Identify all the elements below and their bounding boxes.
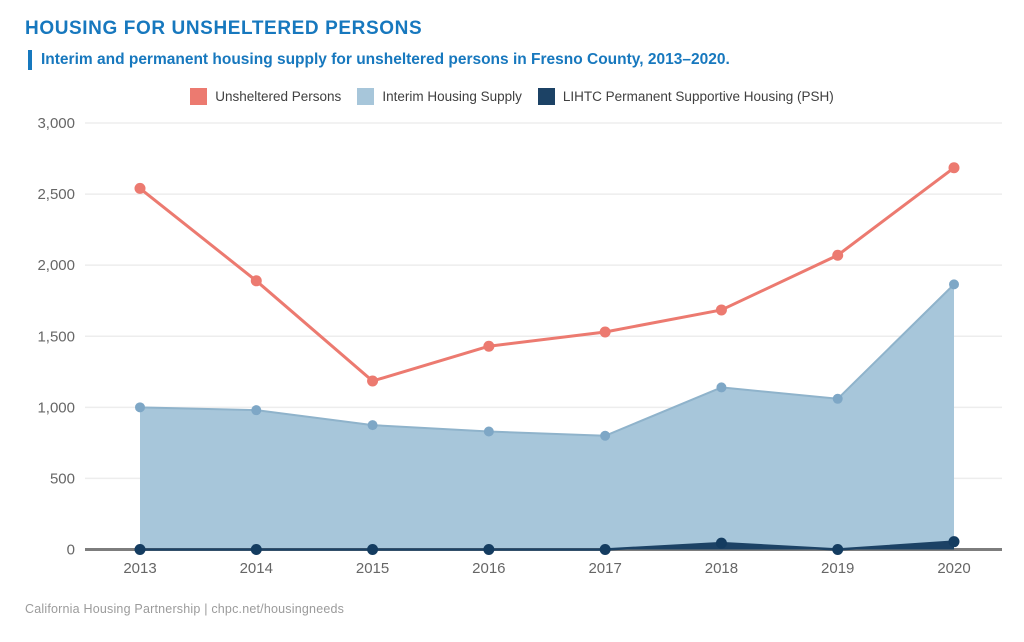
x-tick-label: 2020: [937, 560, 970, 577]
unsheltered-persons-marker: [250, 275, 262, 287]
lihtc-permanent-supportive-housing-psh-marker: [599, 544, 611, 555]
unsheltered-persons-marker: [599, 326, 611, 338]
unsheltered-persons-marker: [948, 162, 960, 174]
interim-housing-supply-marker: [367, 420, 378, 431]
legend-label: Unsheltered Persons: [215, 89, 342, 104]
y-tick-label: 1,000: [37, 399, 75, 416]
lihtc-permanent-supportive-housing-psh-marker: [948, 536, 960, 548]
interim-housing-supply-marker: [949, 279, 959, 290]
interim-housing-supply-marker: [832, 393, 843, 404]
unsheltered-persons-marker: [367, 375, 379, 387]
lihtc-permanent-supportive-housing-psh-marker: [250, 544, 262, 555]
x-tick-label: 2018: [705, 560, 738, 577]
interim-housing-supply-marker: [483, 426, 494, 437]
y-tick-label: 3,000: [37, 115, 75, 132]
lihtc-permanent-supportive-housing-psh-area: [140, 541, 954, 550]
unsheltered-persons-marker: [715, 304, 727, 316]
unsheltered-persons-marker: [483, 340, 495, 352]
y-tick-label: 1,500: [37, 328, 75, 345]
y-tick-label: 500: [50, 470, 75, 487]
page-title: HOUSING FOR UNSHELTERED PERSONS: [25, 18, 423, 39]
y-tick-label: 2,500: [37, 186, 75, 203]
legend-label: Interim Housing Supply: [382, 89, 522, 104]
lihtc-permanent-supportive-housing-psh-marker: [832, 544, 844, 555]
legend-item-unsheltered: Unsheltered Persons: [190, 88, 341, 105]
legend-label: LIHTC Permanent Supportive Housing (PSH): [562, 89, 834, 104]
unsheltered-persons-marker: [832, 249, 844, 261]
housing-chart: 0 500 1,000 1,500 2,000 2,500 3,000 2013 2014 201…: [0, 113, 1024, 588]
interim-housing-supply-marker: [600, 430, 611, 441]
interim-housing-supply-area: [140, 284, 954, 550]
unsheltered-persons-line: [138, 166, 956, 383]
y-tick-label: 2,000: [37, 257, 75, 274]
interim-housing-supply-line: [139, 283, 955, 437]
interim-housing-supply-marker: [135, 402, 145, 413]
legend-item-psh: LIHTC Permanent Supportive Housing (PSH): [537, 88, 834, 105]
x-tick-label: 2019: [821, 560, 854, 577]
psh-swatch-icon: [537, 88, 555, 105]
lihtc-permanent-supportive-housing-psh-marker: [134, 544, 146, 555]
x-tick-label: 2014: [240, 560, 273, 577]
unsheltered-swatch-icon: [190, 88, 208, 105]
footer-credit: California Housing Partnership | chpc.ne…: [25, 602, 345, 616]
unsheltered-persons-marker: [134, 182, 146, 194]
x-tick-label: 2017: [588, 560, 621, 577]
housing-chart-svg: 0 500 1,000 1,500 2,000 2,500 3,000 2013 2014 201…: [37, 115, 1002, 577]
x-tick-label: 2016: [472, 560, 505, 577]
lihtc-permanent-supportive-housing-psh-marker: [483, 544, 495, 555]
x-tick-label: 2013: [123, 560, 156, 577]
interim-housing-supply-marker: [251, 405, 262, 416]
page-subtitle: Interim and permanent housing supply for…: [28, 50, 730, 70]
legend-item-interim: Interim Housing Supply: [357, 88, 522, 105]
lihtc-permanent-supportive-housing-psh-marker: [715, 537, 727, 549]
lihtc-permanent-supportive-housing-psh-marker: [367, 544, 379, 555]
y-tick-label: 0: [67, 542, 75, 559]
interim-swatch-icon: [357, 88, 375, 105]
interim-housing-supply-marker: [716, 382, 727, 393]
x-tick-label: 2015: [356, 560, 389, 577]
chart-legend: Unsheltered Persons Interim Housing Supp…: [0, 88, 1024, 105]
lihtc-permanent-supportive-housing-psh-line: [138, 540, 956, 551]
